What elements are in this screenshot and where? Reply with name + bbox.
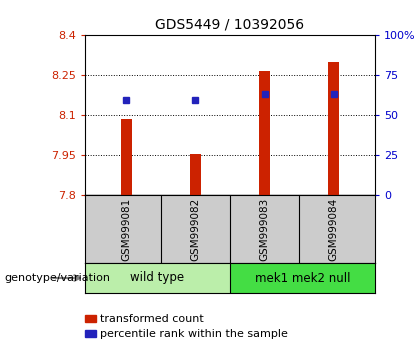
Text: percentile rank within the sample: percentile rank within the sample xyxy=(100,329,288,339)
Bar xyxy=(190,154,201,195)
Text: transformed count: transformed count xyxy=(100,314,203,324)
Bar xyxy=(230,263,375,293)
Bar xyxy=(259,71,270,195)
Bar xyxy=(121,119,131,195)
Text: mek1 mek2 null: mek1 mek2 null xyxy=(255,272,350,285)
Text: GSM999081: GSM999081 xyxy=(121,198,131,261)
Bar xyxy=(328,62,339,195)
Text: GSM999084: GSM999084 xyxy=(328,198,339,261)
Text: GSM999083: GSM999083 xyxy=(260,198,270,261)
Title: GDS5449 / 10392056: GDS5449 / 10392056 xyxy=(155,17,304,31)
Bar xyxy=(85,263,230,293)
Text: wild type: wild type xyxy=(131,272,184,285)
Text: genotype/variation: genotype/variation xyxy=(4,273,110,283)
Text: GSM999082: GSM999082 xyxy=(191,198,200,261)
